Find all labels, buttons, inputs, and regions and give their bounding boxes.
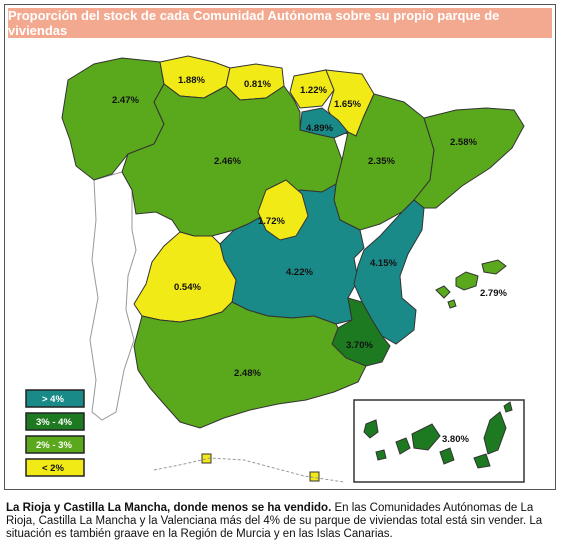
ceuta-marker: [201, 453, 212, 464]
region-extremadura[interactable]: [133, 231, 237, 323]
label-asturias: 1.88%: [178, 75, 205, 86]
portugal-region: [89, 171, 137, 421]
legend-swatch-3to4: [25, 412, 85, 431]
label-pais-vasco: 1.22%: [300, 85, 327, 96]
region-cataluna[interactable]: [413, 107, 525, 209]
region-andalucia[interactable]: [133, 301, 367, 429]
legend-label-gt4: > 4%: [42, 394, 64, 405]
label-andalucia: 2.48%: [234, 368, 261, 379]
legend-label-3to4: 3% - 4%: [36, 417, 72, 428]
label-murcia: 3.70%: [346, 340, 373, 351]
label-madrid: 1.72%: [258, 216, 285, 227]
label-castilla-y-leon: 2.46%: [214, 156, 241, 167]
label-castilla-la-mancha: 4.22%: [286, 267, 313, 278]
legend-label-2to3: 2% - 3%: [36, 440, 72, 451]
legend-swatch-2to3: [25, 435, 85, 454]
caption-headline: La Rioja y Castilla La Mancha, donde men…: [6, 502, 332, 514]
label-islas-baleares: 2.79%: [480, 288, 507, 299]
label-navarra: 1.65%: [334, 99, 361, 110]
africa-coast: [153, 457, 345, 483]
legend-label-lt2: < 2%: [42, 463, 64, 474]
melilla-marker: [309, 471, 320, 482]
label-islas-canarias: 3.80%: [442, 434, 469, 445]
label-aragon: 2.35%: [368, 156, 395, 167]
region-murcia[interactable]: [331, 297, 391, 367]
region-comunidad-valenciana[interactable]: [353, 199, 425, 345]
map-caption: La Rioja y Castilla La Mancha, donde men…: [6, 502, 558, 541]
region-madrid[interactable]: [257, 179, 309, 241]
label-galicia: 2.47%: [112, 95, 139, 106]
region-islas-baleares[interactable]: [435, 259, 507, 309]
map-title: Proporción del stock de cada Comunidad A…: [8, 8, 552, 38]
label-cataluna: 2.58%: [450, 137, 477, 148]
legend-swatch-lt2: [25, 458, 85, 477]
label-la-rioja: 4.89%: [306, 123, 333, 134]
spain-map: 2.47% 1.88% 0.81% 1.22% 1.65% 4.89% 2.35…: [25, 55, 525, 483]
label-comunidad-valenciana: 4.15%: [370, 258, 397, 269]
region-islas-canarias[interactable]: [363, 401, 513, 469]
legend: > 4% 3% - 4% 2% - 3% < 2%: [25, 389, 85, 477]
label-cantabria: 0.81%: [244, 79, 271, 90]
label-extremadura: 0.54%: [174, 282, 201, 293]
caption-body: En las Comunidades Autónomas de La Rioja…: [6, 502, 543, 540]
legend-swatch-gt4: [25, 389, 85, 408]
